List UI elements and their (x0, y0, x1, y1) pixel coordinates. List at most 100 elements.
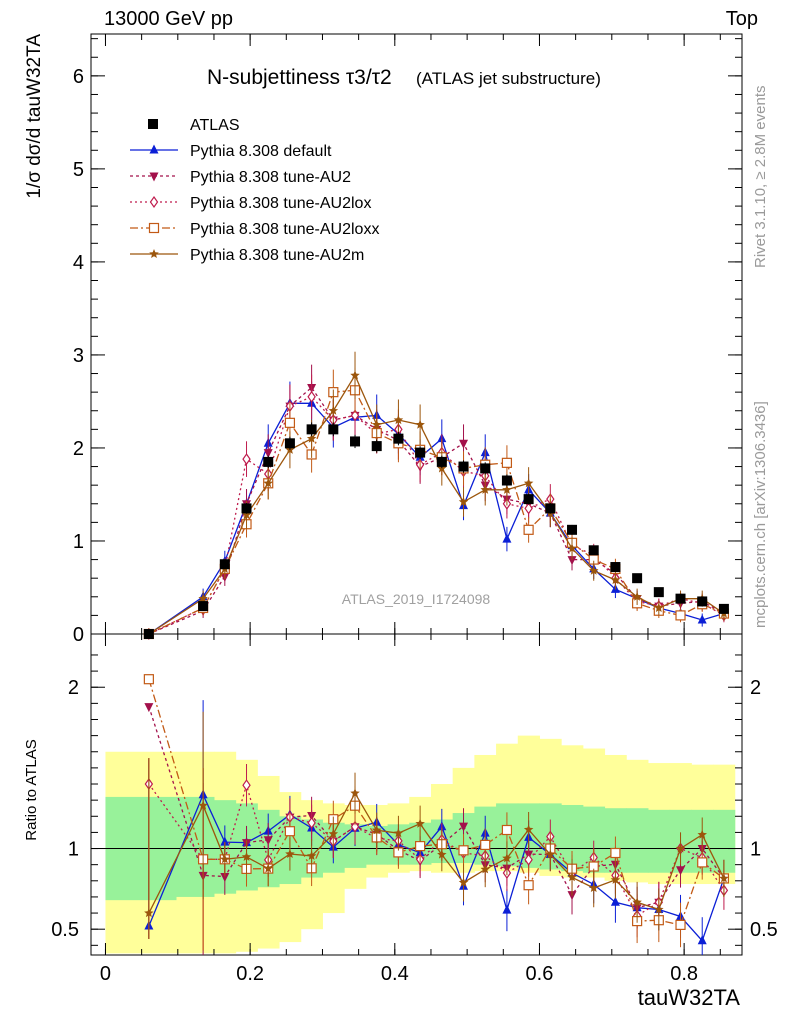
triangle-down-marker (263, 836, 273, 846)
star-marker (654, 904, 664, 914)
diamond-marker (149, 195, 159, 209)
star-marker (567, 543, 577, 553)
legend-label: Pythia 8.308 tune-AU2 (190, 169, 351, 186)
star-marker (241, 851, 252, 861)
data-marker (284, 438, 295, 449)
star-marker (306, 850, 317, 860)
data-marker (148, 119, 158, 129)
diamond-marker (307, 816, 316, 829)
triangle-down-marker (459, 822, 469, 832)
x-tick-label: 0.6 (526, 963, 554, 985)
star-marker (632, 897, 642, 907)
data-marker (350, 436, 361, 447)
x-tick-label: 0.8 (670, 963, 698, 985)
star-marker (415, 419, 425, 429)
triangle-down-marker (459, 439, 469, 449)
ratio-tick-label-right: 0.5 (750, 919, 778, 941)
data-marker (393, 433, 404, 444)
star-marker (144, 908, 154, 918)
square-marker (458, 845, 469, 856)
diamond-marker (350, 820, 360, 833)
triangle-down-marker (144, 703, 154, 713)
square-marker (697, 857, 708, 868)
data-marker (143, 629, 154, 639)
star-marker (610, 874, 621, 884)
square-marker (501, 457, 513, 468)
data-marker (501, 475, 512, 486)
star-marker (502, 484, 512, 494)
analysis-id-label: ATLAS_2019_I1724098 (342, 591, 491, 607)
chart-title: N-subjettiness τ3/τ2 (207, 66, 392, 89)
series-5 (144, 351, 729, 939)
star-marker (372, 825, 382, 835)
square-marker (501, 824, 513, 836)
triangle-marker (697, 935, 707, 945)
square-marker (284, 417, 296, 428)
star-marker (263, 478, 273, 488)
data-marker (371, 441, 382, 452)
axis-ticks: 0 0.2 0.4 0.6 0.8 0 1 2 3 4 5 6 0.5 0.5 1 1 2 2 (51, 34, 778, 985)
star-marker (567, 872, 577, 882)
star-marker (328, 828, 339, 838)
star-marker (523, 478, 534, 488)
data-marker (480, 463, 491, 474)
star-marker (285, 849, 295, 858)
green-band-bin (582, 806, 606, 873)
star-marker (372, 419, 382, 429)
star-marker (393, 415, 404, 425)
ratio-line (148, 679, 725, 926)
data-marker (675, 593, 686, 604)
data-marker (436, 456, 447, 467)
star-marker (610, 575, 621, 585)
star-marker (523, 824, 534, 834)
diamond-marker (350, 409, 360, 422)
star-marker (198, 800, 208, 810)
diamond-marker (242, 779, 251, 792)
data-marker (263, 456, 274, 467)
green-band-bin (647, 809, 671, 873)
y-tick-label: 5 (73, 159, 84, 181)
series-line (148, 389, 725, 635)
series-atlas (143, 422, 729, 639)
data-marker (545, 503, 556, 514)
star-marker (149, 249, 159, 258)
diamond-marker (524, 853, 533, 866)
green-band-bin (344, 824, 367, 868)
diamond-marker (242, 453, 251, 466)
green-band-bin (713, 809, 736, 873)
legend-label: Pythia 8.308 tune-AU2lox (190, 195, 371, 212)
x-tick-label: 0.4 (381, 963, 409, 985)
star-marker (632, 591, 642, 601)
chart-title-suffix: (ATLAS jet substructure) (416, 69, 601, 88)
star-marker (241, 509, 252, 519)
square-marker (675, 610, 686, 621)
green-band-bin (626, 808, 649, 873)
data-marker (523, 494, 534, 505)
data-marker (415, 447, 426, 458)
y-tick-label: 6 (73, 66, 84, 88)
ratio-tick-label-left: 2 (68, 677, 79, 699)
data-marker (219, 559, 230, 570)
triangle-marker (697, 614, 707, 624)
square-marker (143, 674, 154, 685)
y-tick-label: 3 (73, 345, 84, 367)
data-marker (610, 562, 621, 573)
star-marker (328, 405, 339, 415)
y-tick-label: 4 (73, 252, 84, 274)
main-plot-frame (90, 33, 743, 635)
data-marker (588, 545, 599, 556)
data-marker (653, 587, 664, 598)
y-axis-label: 1/σ dσ/d tauW32TA (24, 34, 45, 199)
triangle-down-marker (149, 172, 159, 182)
square-marker (523, 880, 534, 891)
energy-label: 13000 GeV pp (104, 8, 233, 30)
triangle-marker (502, 533, 512, 543)
square-marker (675, 919, 686, 931)
triangle-marker (610, 896, 620, 906)
triangle-down-marker (567, 556, 577, 566)
square-marker (523, 524, 534, 535)
star-marker (545, 849, 556, 859)
legend-label: Pythia 8.308 tune-AU2loxx (190, 221, 379, 238)
x-axis-label: tauW32TA (638, 985, 741, 1010)
process-label: Top (725, 8, 758, 30)
